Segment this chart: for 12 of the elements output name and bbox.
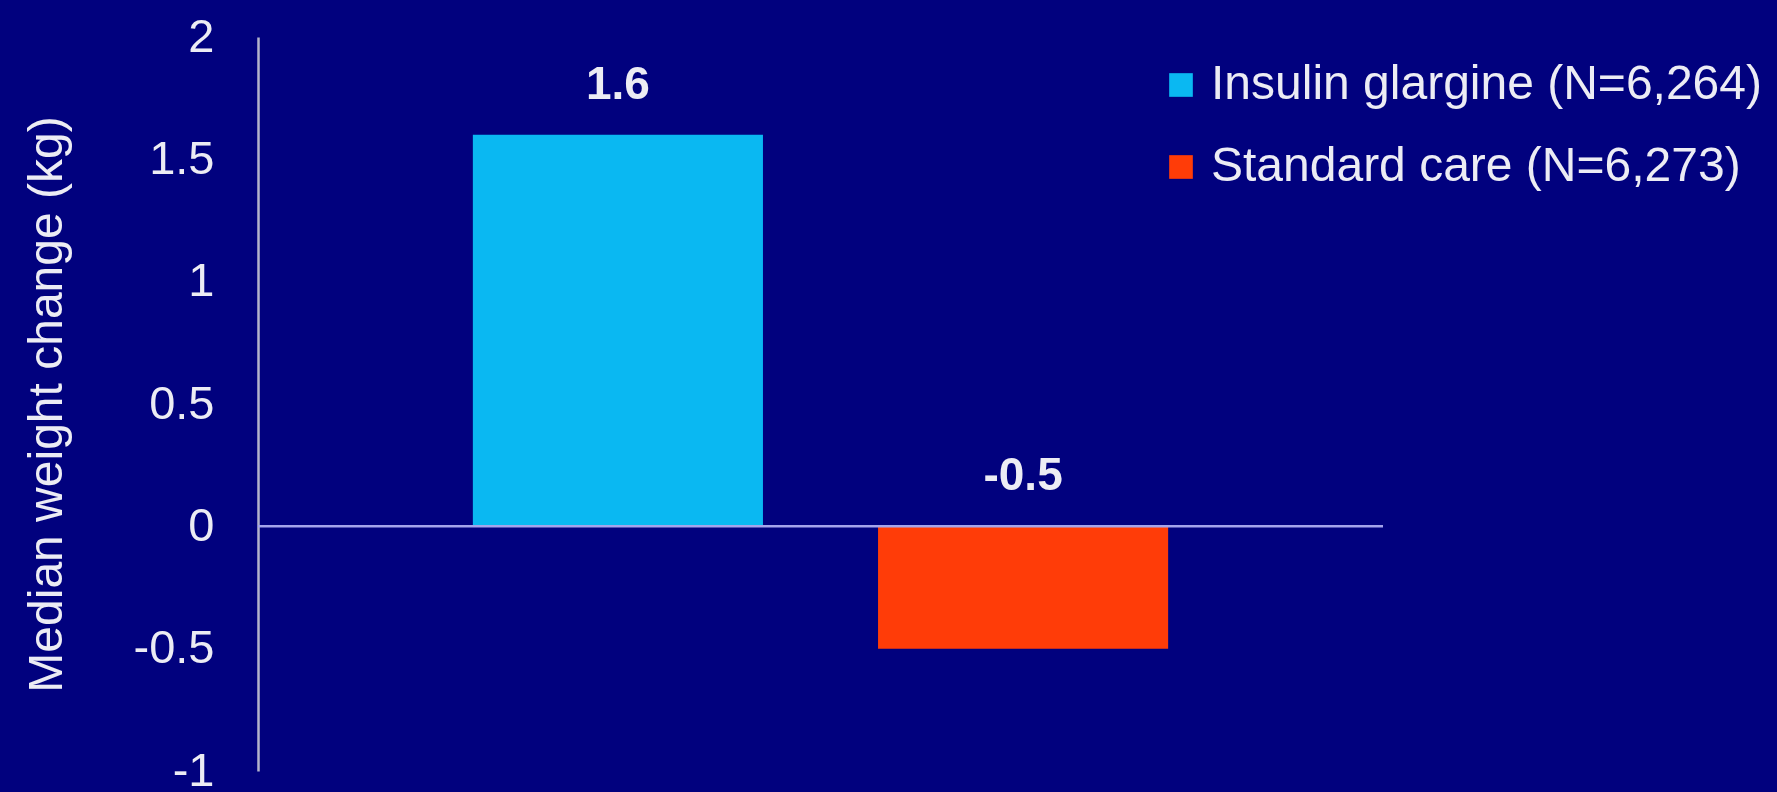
data-label: 1.6 (585, 56, 650, 109)
y-tick-label: 0 (188, 497, 215, 551)
y-tick-label: 1 (188, 253, 215, 307)
legend-label: Standard care (N=6,273) (1211, 138, 1741, 191)
legend-label: Insulin glargine (N=6,264) (1211, 56, 1762, 109)
y-tick-label: -0.5 (133, 620, 215, 674)
y-tick-label: -1 (172, 742, 215, 792)
data-label: -0.5 (983, 448, 1063, 501)
y-axis-title: Median weight change (kg) (18, 116, 72, 693)
y-tick-label: 2 (188, 8, 215, 62)
y-tick-label: 0.5 (149, 375, 215, 429)
y-tick-label: 1.5 (149, 130, 215, 184)
